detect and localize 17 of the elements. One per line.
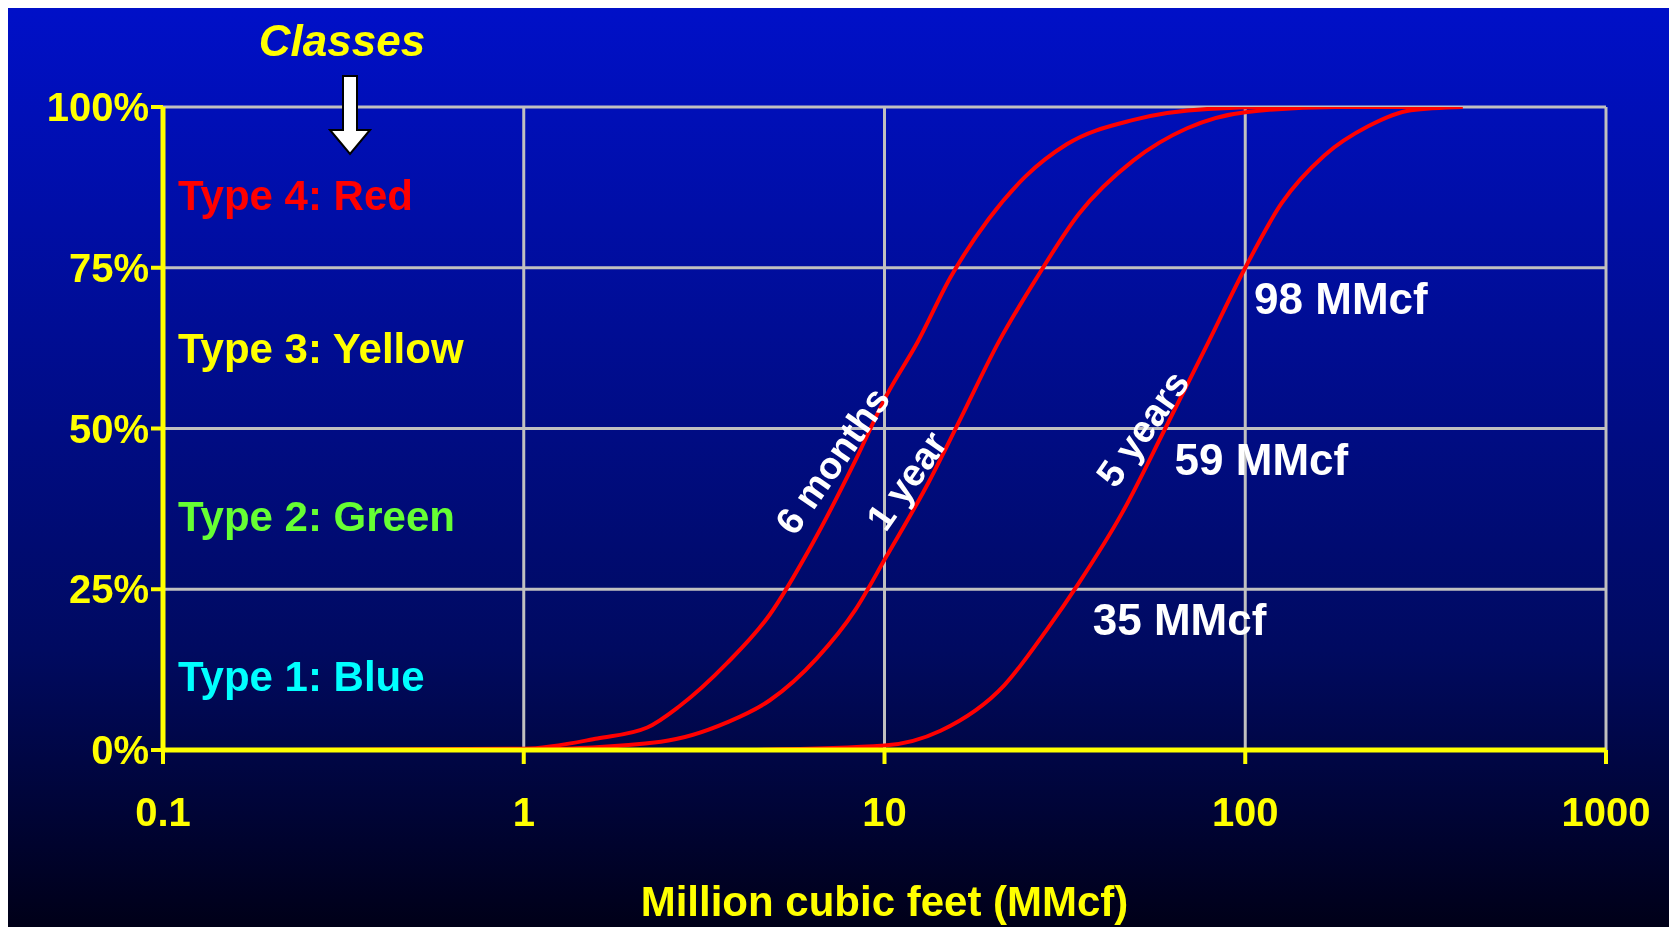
annotation: Type 3: Yellow — [178, 325, 464, 373]
annotation: 98 MMcf — [1254, 273, 1428, 324]
x-tick-label: 0.1 — [135, 790, 191, 835]
y-tick-label: 75% — [68, 245, 149, 290]
x-tick-label: 100 — [1211, 790, 1279, 835]
x-tick-label: 1 — [512, 790, 535, 835]
annotation: Type 1: Blue — [178, 653, 425, 701]
y-tick-label: 100% — [46, 85, 149, 130]
x-tick-label: 1000 — [1561, 790, 1651, 835]
y-tick-label: 25% — [68, 567, 149, 612]
annotation: Type 4: Red — [178, 172, 413, 220]
y-tick-label: 0% — [91, 728, 149, 773]
x-axis-title: Million cubic feet (MMcf) — [639, 878, 1130, 926]
x-tick-label: 10 — [862, 790, 907, 835]
y-tick-label: 50% — [68, 406, 149, 451]
annotation: Type 2: Green — [178, 493, 455, 541]
text: Classes — [257, 16, 427, 66]
